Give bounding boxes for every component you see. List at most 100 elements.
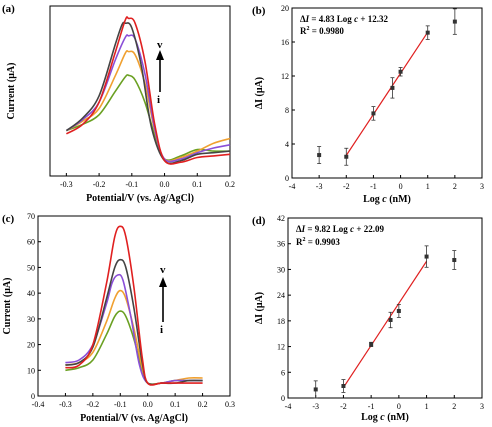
panel-c-xtick-label: -0.3 xyxy=(59,400,72,409)
panel-c-ytick-label: 70 xyxy=(27,212,35,221)
panel-d-ytick-label: 36 xyxy=(277,240,285,249)
panel-a: (a) -0.3 -0.2 -0.1 0.0 0.1 0.2 Potential/V (v… xyxy=(2,3,235,204)
panel-d-xtick-label: -4 xyxy=(285,402,292,411)
panel-c-xtick-label: 0.2 xyxy=(198,400,208,409)
panel-c-ytick-label: 50 xyxy=(27,263,35,272)
panel-d-r2: R2 = 0.9903 xyxy=(296,237,340,247)
panel-b-points xyxy=(317,8,457,166)
panel-b-xtick-label: 0 xyxy=(399,182,403,191)
panel-b-ytick-label: 16 xyxy=(281,38,289,47)
panel-d-ytick-label: 0 xyxy=(281,394,285,403)
panel-b-xtick-label: 2 xyxy=(453,182,457,191)
panel-b-equation: ΔI = 4.83 Log c + 12.32 xyxy=(300,14,388,24)
panel-d-ytick-label: 42 xyxy=(277,214,285,223)
panel-b-xtick-label: -4 xyxy=(289,182,296,191)
panel-b-xtick-label: 3 xyxy=(480,182,484,191)
panel-c-curve xyxy=(65,225,203,386)
panel-d-points xyxy=(313,245,457,399)
panel-a-arrow-bottom-label: i xyxy=(157,94,160,106)
panel-c-arrow-bottom-label: i xyxy=(160,324,163,336)
panel-d-data-point xyxy=(341,384,346,388)
panel-a-xtick-label: 0.1 xyxy=(192,180,202,189)
panel-d-yticks: 0 6 12 18 24 30 36 42 xyxy=(277,214,291,403)
panel-b-xtick-label: -3 xyxy=(316,182,323,191)
panel-c-xtick-label: 0.3 xyxy=(225,400,235,409)
panel-b-frame xyxy=(291,7,483,179)
panel-a-xtick-label: 0.0 xyxy=(160,180,170,189)
panel-a-xtick-label: -0.3 xyxy=(60,180,73,189)
panel-d-xtick-label: 0 xyxy=(397,402,401,411)
panel-d-ytick-label: 18 xyxy=(277,317,285,326)
panel-c: (c) -0.4 -0.3 -0.2 -0.1 0.0 0.1 0.2 0.3 0 10 20 30… xyxy=(2,212,235,424)
panel-d-label: (d) xyxy=(252,215,266,227)
panel-d-data-point xyxy=(313,387,318,392)
panel-c-xtick-label: 0.0 xyxy=(143,400,153,409)
panel-b-xtick-label: -1 xyxy=(370,182,377,191)
panel-b-data-point xyxy=(398,69,403,74)
panel-c-arrow-head xyxy=(159,277,167,287)
panel-b-ytick-label: 0 xyxy=(285,174,289,183)
panel-d-ylabel: ΔI (μA) xyxy=(254,292,265,324)
panel-c-ytick-label: 30 xyxy=(27,315,35,324)
panel-b-ytick-label: 12 xyxy=(281,72,289,81)
panel-b-data-point xyxy=(344,154,349,159)
panel-b-xtick-label: -2 xyxy=(343,182,350,191)
panel-a-arrow-head xyxy=(156,50,164,60)
panel-a-label: (a) xyxy=(2,3,15,15)
panel-a-frame xyxy=(49,5,231,177)
panel-d-xtick-label: 2 xyxy=(452,402,456,411)
panel-b-ytick-label: 20 xyxy=(281,4,289,13)
panel-a-ylabel: Current (μA) xyxy=(6,63,17,120)
panel-a-xticks: -0.3 -0.2 -0.1 0.0 0.1 0.2 xyxy=(60,173,235,189)
panel-b-xlabel: Log c (nM) xyxy=(363,194,411,205)
panel-c-ytick-label: 60 xyxy=(27,238,35,247)
panel-a-curve xyxy=(66,74,231,162)
panel-d-data-point xyxy=(424,254,429,259)
panel-d-xtick-label: 1 xyxy=(425,402,429,411)
panel-b-label: (b) xyxy=(252,5,266,17)
panel-c-ytick-label: 0 xyxy=(31,392,35,401)
panel-a-curve xyxy=(65,16,231,165)
panel-c-ytick-label: 20 xyxy=(27,341,35,350)
panel-c-ytick-label: 10 xyxy=(27,366,35,375)
panel-d-xticks: -4 -3 -2 -1 0 1 2 3 xyxy=(285,395,484,411)
panel-d-ytick-label: 6 xyxy=(281,368,285,377)
panel-d-data-point xyxy=(388,318,393,322)
panel-a-xtick-label: -0.1 xyxy=(125,180,138,189)
panel-a-curve xyxy=(65,21,231,165)
panel-d-data-point xyxy=(396,309,401,313)
panel-c-xtick-label: -0.4 xyxy=(32,400,45,409)
panel-c-label: (c) xyxy=(2,213,15,225)
panel-c-yticks: 0 10 20 30 40 50 60 70 xyxy=(27,212,41,401)
panel-d-fit-line xyxy=(342,260,428,388)
panel-c-series xyxy=(65,225,203,386)
panel-c-arrow-top-label: v xyxy=(160,264,166,276)
panel-b-ylabel: ΔI (μA) xyxy=(254,77,265,109)
panel-b-data-point xyxy=(425,30,430,35)
panel-b-data-point xyxy=(371,111,376,116)
panel-c-xticks: -0.4 -0.3 -0.2 -0.1 0.0 0.1 0.2 0.3 xyxy=(32,393,235,409)
panel-b-data-point xyxy=(317,153,322,158)
panel-a-series xyxy=(65,16,231,165)
panel-b-ytick-label: 8 xyxy=(285,106,289,115)
panel-b-xtick-label: 1 xyxy=(426,182,430,191)
panel-d-xtick-label: 3 xyxy=(480,402,484,411)
panel-a-arrow-top-label: v xyxy=(157,39,163,51)
panel-b-xticks: -4 -3 -2 -1 0 1 2 3 xyxy=(289,175,484,191)
panel-d-xtick-label: -1 xyxy=(368,402,375,411)
panel-d-data-point xyxy=(452,258,457,262)
panel-d-fit xyxy=(342,260,428,388)
panel-c-xlabel: Potential/V (vs. Ag/AgCl) xyxy=(80,413,188,424)
panel-d-equation: ΔI = 9.82 Log c + 22.09 xyxy=(296,224,384,234)
panel-d-xtick-label: -3 xyxy=(312,402,319,411)
panel-c-ylabel: Current (μA) xyxy=(2,278,13,335)
panel-c-xtick-label: -0.2 xyxy=(87,400,100,409)
panel-b-data-point xyxy=(390,85,395,90)
panel-b-r2: R2 = 0.9980 xyxy=(300,26,344,36)
panel-a-curve xyxy=(65,49,231,162)
panel-b-data-point xyxy=(452,19,457,24)
panel-c-xtick-label: -0.1 xyxy=(114,400,127,409)
